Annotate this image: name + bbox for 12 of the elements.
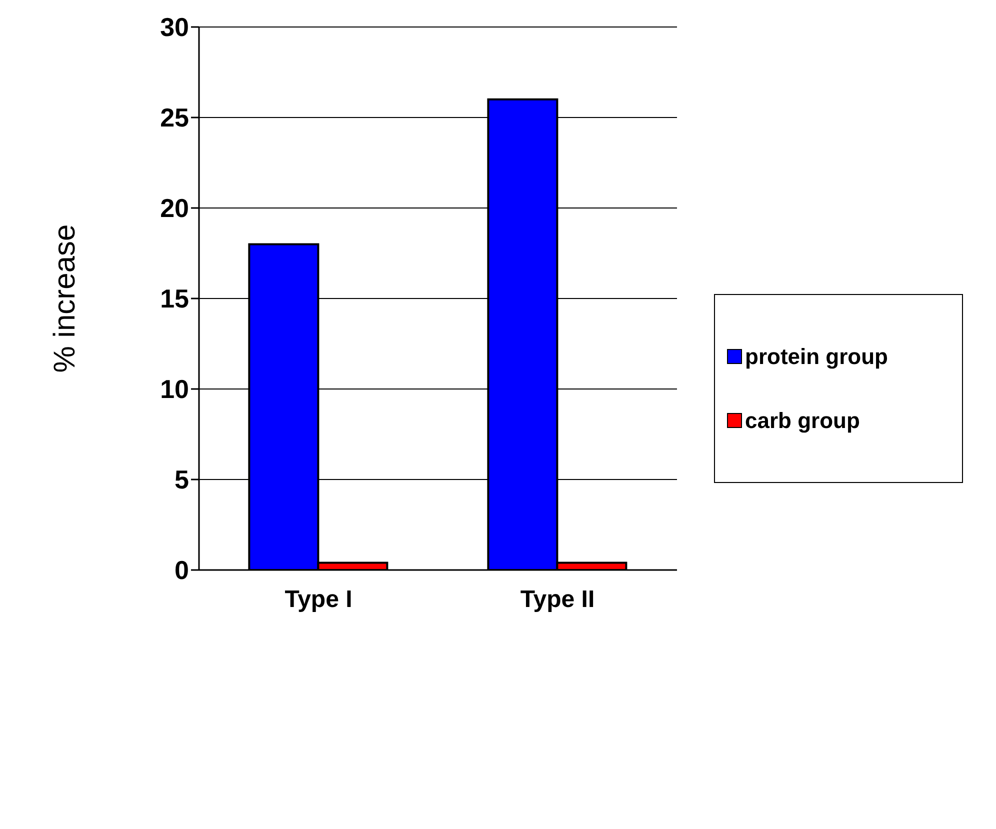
y-tick-label: 30 bbox=[160, 12, 189, 42]
legend-label: carb group bbox=[745, 408, 860, 434]
y-tick-label: 15 bbox=[160, 284, 189, 314]
x-tick-label: Type I bbox=[284, 586, 352, 614]
y-tick-label: 5 bbox=[174, 464, 189, 495]
legend-label: protein group bbox=[745, 344, 888, 370]
y-axis-title: % increase bbox=[48, 224, 82, 373]
y-tick-label: 25 bbox=[160, 102, 189, 133]
x-tick-label: Type II bbox=[520, 586, 595, 614]
y-tick-label: 0 bbox=[174, 555, 189, 586]
y-tick-label: 20 bbox=[160, 193, 189, 224]
y-tick-label: 10 bbox=[160, 374, 189, 404]
